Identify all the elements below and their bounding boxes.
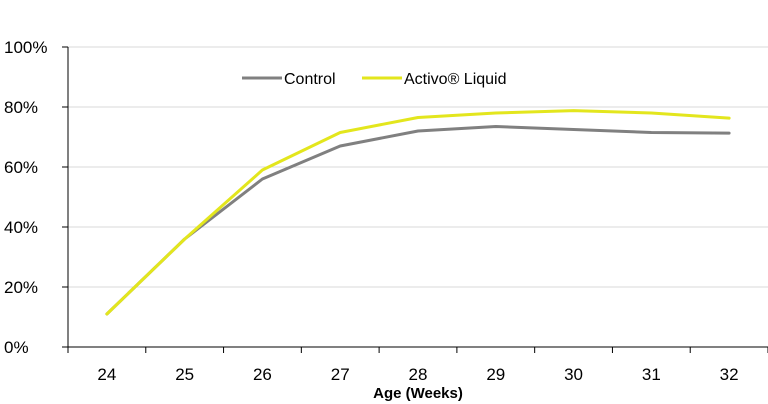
x-axis-ticks: 24 25 26 27 28 29 30 31 32 — [97, 365, 738, 384]
legend[interactable]: Control Activo® Liquid — [242, 71, 507, 88]
x-tick-label: 29 — [486, 365, 505, 384]
axes — [62, 46, 768, 353]
x-tick-label: 26 — [253, 365, 272, 384]
x-tick-label: 31 — [642, 365, 661, 384]
x-tick-label: 32 — [720, 365, 739, 384]
legend-label-control: Control — [284, 71, 336, 88]
x-tick-label: 24 — [97, 365, 116, 384]
y-tick-label: 0% — [4, 338, 29, 357]
series-line-activo-liquid — [105, 109, 731, 316]
x-tick-label: 30 — [564, 365, 583, 384]
x-tick-label: 25 — [175, 365, 194, 384]
x-axis-title: Age (Weeks) — [373, 385, 463, 402]
y-tick-label: 20% — [4, 278, 38, 297]
y-tick-label: 60% — [4, 158, 38, 177]
legend-label-activo: Activo® Liquid — [404, 71, 507, 88]
x-tick-label: 27 — [331, 365, 350, 384]
gridlines — [68, 46, 768, 288]
y-tick-label: 100% — [4, 38, 47, 57]
x-tick-label: 28 — [409, 365, 428, 384]
y-tick-label: 40% — [4, 218, 38, 237]
y-tick-label: 80% — [4, 98, 38, 117]
series-line-control — [105, 125, 731, 316]
series-lines — [105, 109, 731, 316]
y-axis-ticks: 0% 20% 40% 60% 80% 100% — [4, 38, 47, 357]
